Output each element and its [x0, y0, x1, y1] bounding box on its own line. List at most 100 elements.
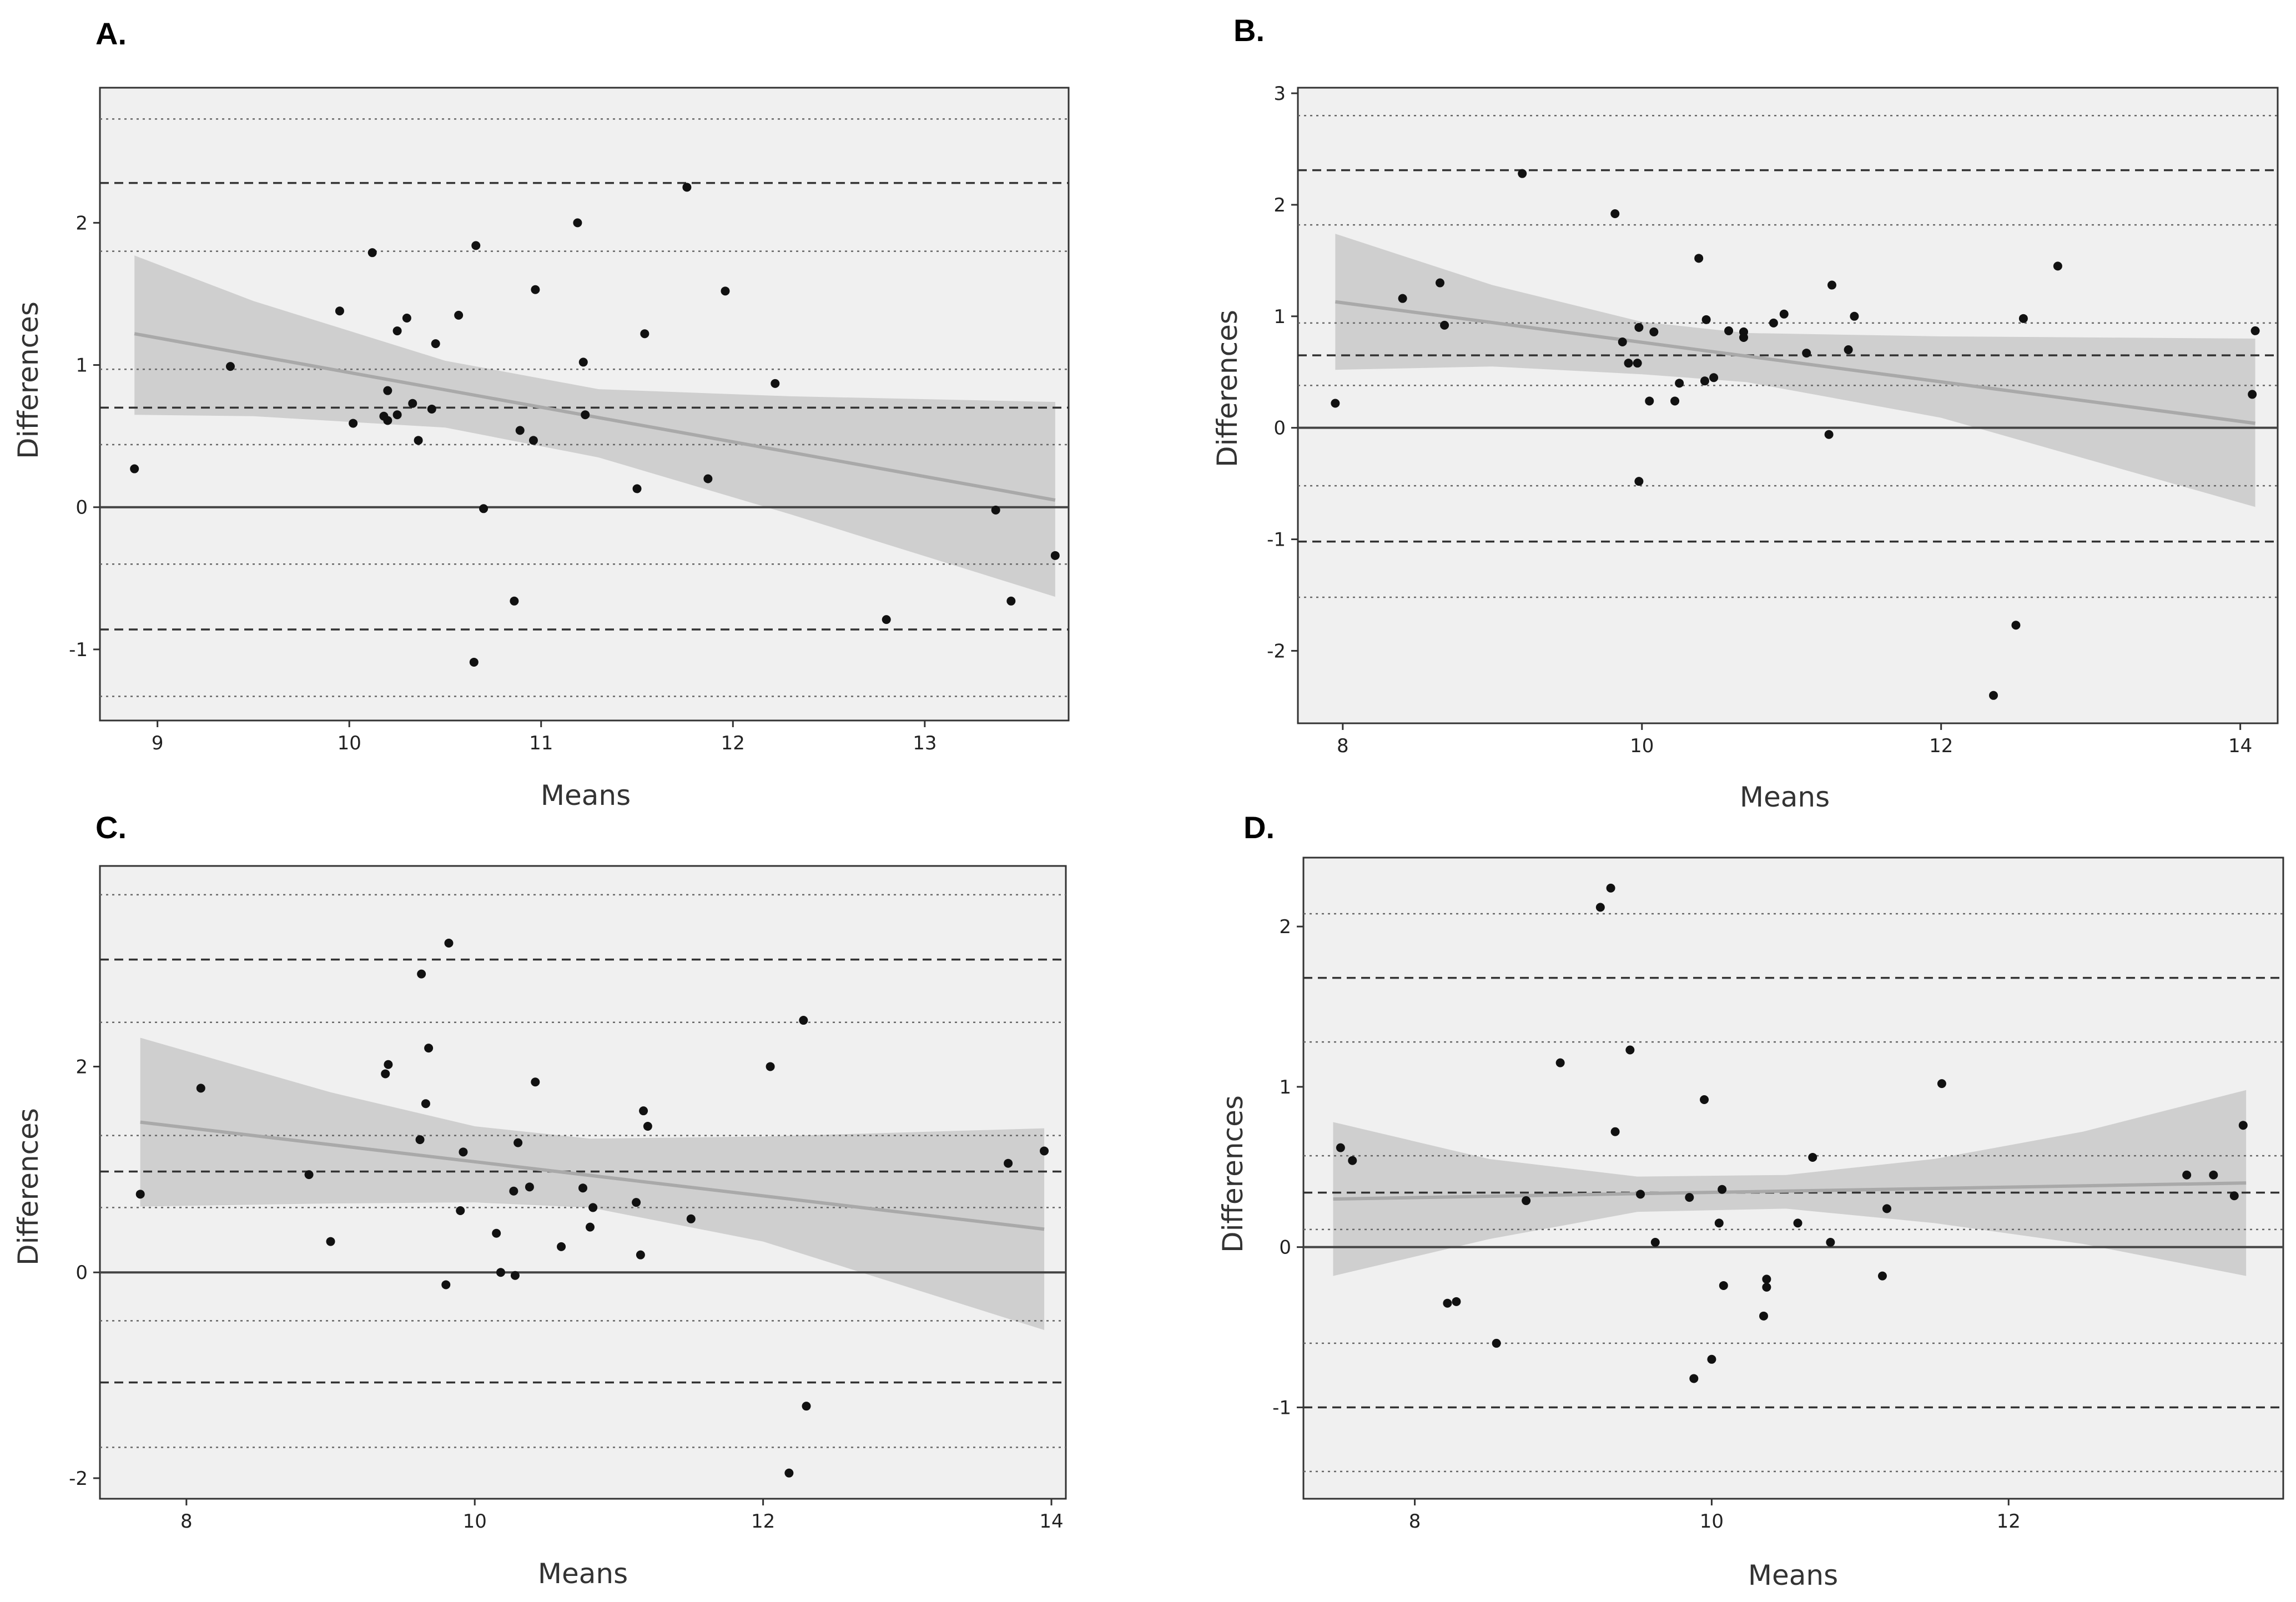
y-tick-label: 0: [75, 1262, 88, 1284]
x-tick-label: 14: [1039, 1510, 1063, 1533]
data-point: [1348, 1156, 1357, 1165]
data-point: [2011, 621, 2021, 630]
data-point: [1398, 294, 1407, 303]
data-point: [1724, 326, 1734, 335]
y-tick-label: -1: [1267, 529, 1286, 551]
data-point: [381, 1069, 390, 1079]
data-point: [585, 1222, 595, 1232]
y-tick-label: -1: [69, 639, 88, 661]
data-point: [444, 939, 454, 948]
data-point: [1808, 1152, 1817, 1162]
regression-confidence-band: [1333, 1090, 2247, 1276]
data-point: [2053, 261, 2062, 271]
data-point: [1762, 1282, 1771, 1292]
data-point: [640, 329, 649, 339]
data-point: [639, 1106, 648, 1116]
regression-line: [140, 1120, 1045, 1231]
data-point: [1606, 883, 1615, 893]
x-tick-label: 13: [913, 732, 936, 754]
panel-label-d: D.: [1243, 810, 1275, 845]
data-point: [1739, 333, 1749, 342]
data-point: [1802, 349, 1811, 358]
data-point: [682, 183, 692, 192]
data-point: [1040, 1146, 1049, 1156]
data-point: [1719, 1281, 1728, 1290]
data-point: [771, 379, 780, 388]
data-point: [515, 426, 525, 435]
y-tick-label: 1: [75, 355, 88, 377]
data-point: [2229, 1191, 2239, 1201]
data-point: [496, 1268, 505, 1277]
data-point: [1850, 311, 1859, 321]
data-point: [196, 1084, 205, 1093]
x-tick-label: 9: [152, 732, 164, 754]
data-point: [2018, 314, 2028, 323]
data-point: [1650, 1238, 1660, 1247]
y-axis-title-d: Differences: [1217, 1095, 1249, 1253]
x-tick-label: 10: [1630, 735, 1654, 757]
data-point: [1555, 1058, 1565, 1067]
data-point: [408, 399, 417, 408]
data-point: [1518, 169, 1527, 178]
panel-label-c: C.: [95, 810, 127, 845]
y-tick-label: 0: [75, 497, 88, 519]
data-point: [1595, 903, 1605, 912]
panel-label-b: B.: [1233, 13, 1265, 48]
data-point: [427, 404, 436, 414]
regression-line: [134, 332, 1056, 502]
plot-area-c: 8 10 12 14 -2 0 2: [69, 865, 1067, 1533]
data-point: [1793, 1218, 1802, 1228]
x-tick-label: 8: [1337, 735, 1349, 757]
data-point: [135, 1190, 145, 1199]
data-point: [479, 504, 489, 513]
data-point: [703, 474, 713, 483]
data-point: [335, 306, 344, 316]
data-point: [1670, 396, 1680, 406]
data-point: [492, 1228, 501, 1238]
data-point: [578, 357, 588, 367]
data-point: [1649, 327, 1659, 336]
data-point: [1685, 1193, 1694, 1202]
data-point: [417, 969, 426, 979]
data-point: [513, 1138, 523, 1147]
y-axis-title-c: Differences: [12, 1108, 44, 1266]
regression-confidence-band: [1335, 234, 2255, 507]
data-point: [1006, 596, 1016, 606]
data-point: [1610, 209, 1620, 218]
x-tick-label: 12: [1997, 1510, 2021, 1533]
data-point: [1701, 315, 1711, 324]
data-point: [1714, 1218, 1724, 1228]
chart-panel-c: C. Differences Means 8 10 12 14 -2 0 2: [12, 810, 1067, 1590]
data-point: [326, 1237, 335, 1246]
data-point: [882, 615, 891, 624]
y-tick-label: -2: [69, 1468, 88, 1490]
x-tick-label: 8: [180, 1510, 193, 1533]
data-point: [392, 410, 402, 420]
y-tick-label: -1: [1272, 1397, 1291, 1419]
data-point: [2250, 326, 2260, 335]
x-axis-title-c: Means: [538, 1558, 628, 1590]
data-point: [431, 339, 440, 349]
data-point: [384, 1060, 393, 1069]
data-point: [1440, 320, 1449, 330]
data-point: [1718, 1185, 1727, 1194]
data-point: [367, 248, 377, 258]
y-tick-label: 2: [1279, 916, 1291, 938]
data-point: [2248, 390, 2257, 399]
data-point: [1779, 309, 1789, 319]
data-point: [421, 1099, 430, 1109]
x-tick-label: 14: [2228, 735, 2252, 757]
data-point: [510, 596, 519, 606]
data-point: [1759, 1311, 1769, 1321]
data-point: [643, 1121, 652, 1131]
data-point: [1645, 396, 1654, 406]
data-point: [991, 505, 1000, 515]
data-point: [632, 484, 642, 493]
data-point: [510, 1271, 520, 1280]
data-point: [1492, 1338, 1501, 1348]
panel-label-a: A.: [95, 16, 127, 51]
